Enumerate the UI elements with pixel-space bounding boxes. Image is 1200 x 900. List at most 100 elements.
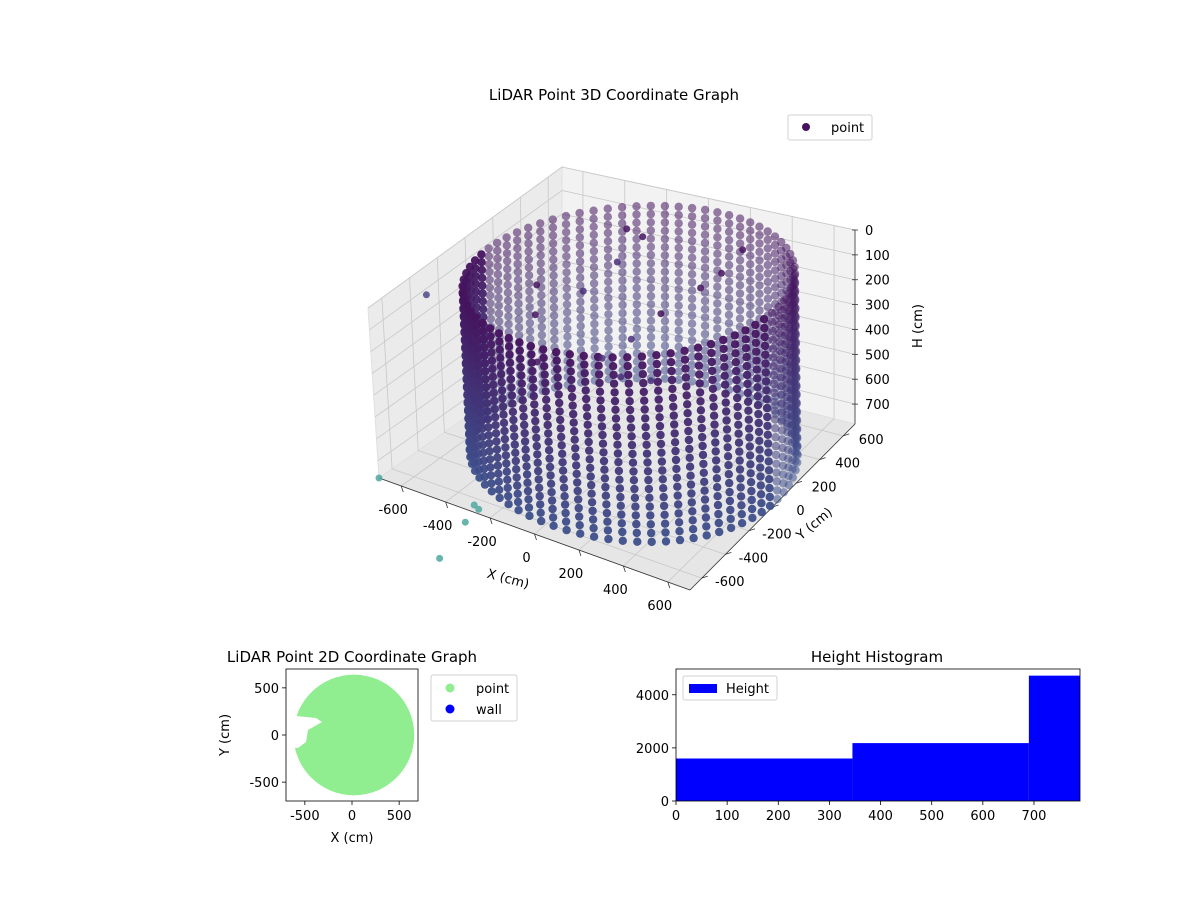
cylinder-point [561, 211, 571, 221]
cylinder-point [629, 467, 638, 476]
cylinder-point [744, 406, 753, 415]
cylinder-point [524, 271, 534, 280]
cylinder-point [495, 485, 504, 494]
cylinder-point [536, 227, 545, 236]
cylinder-point [459, 275, 468, 284]
cylinder-point [611, 405, 620, 414]
cylinder-point [585, 446, 594, 455]
cylinder-point [748, 513, 757, 523]
cylinder-point [546, 471, 555, 480]
cylinder-point [617, 519, 626, 528]
cylinder-point [505, 350, 514, 359]
cylinder-point [713, 291, 722, 300]
extra-point [579, 287, 587, 295]
cylinder-point [769, 362, 778, 371]
cylinder-point [563, 316, 572, 325]
cylinder-point [590, 319, 599, 329]
cylinder-point [536, 500, 545, 509]
cylinder-point [494, 469, 503, 478]
cylinder-point [550, 335, 559, 344]
cylinder-point [494, 477, 503, 486]
cylinder-point [492, 437, 501, 446]
cylinder-point [597, 413, 606, 422]
cylinder-point [767, 308, 777, 318]
cylinder-point [720, 380, 730, 389]
histogram-legend-label: Height [726, 682, 769, 697]
extra-point [422, 291, 430, 299]
cylinder-point [746, 260, 755, 269]
cylinder-point [711, 456, 721, 465]
cylinder-point [550, 319, 559, 328]
cylinder-point [618, 309, 627, 318]
cylinder-point [541, 387, 550, 396]
cylinder-point [700, 222, 710, 231]
cylinder-point [667, 366, 676, 376]
cylinder-point [719, 353, 729, 363]
cylinder-point [755, 454, 765, 463]
cylinder-point [671, 455, 681, 465]
cylinder-point [556, 424, 565, 433]
cylinder-point [646, 201, 655, 211]
cylinder-point [646, 226, 655, 235]
cylinder-point [519, 412, 528, 421]
cylinder-point [522, 462, 531, 471]
cylinder-point [745, 442, 754, 451]
cylinder-point [595, 387, 605, 396]
cylinder-point [478, 440, 488, 449]
cylinder-point [569, 409, 578, 419]
cylinder-point [471, 313, 481, 322]
cylinder-point [724, 211, 734, 220]
cylinder-point [657, 457, 667, 466]
cylinder-point [524, 263, 534, 272]
cylinder-point [746, 310, 755, 319]
cylinder-point [478, 289, 487, 298]
cylinder-point [775, 346, 785, 356]
cylinder-point [742, 352, 751, 362]
cylinder-point [513, 267, 522, 277]
cylinder-point [508, 407, 518, 417]
cylinder-point [618, 536, 627, 545]
cylinder-point [746, 285, 755, 294]
cylinder-point [790, 262, 799, 272]
histogram-bar [1028, 675, 1080, 801]
cylinder-point [485, 447, 494, 456]
cylinder-point [708, 384, 718, 393]
cylinder-point [495, 337, 504, 346]
cylinder-point [660, 374, 670, 383]
cylinder-point [503, 272, 512, 282]
cylinder-point [558, 466, 568, 475]
cylinder-point [735, 214, 745, 223]
cylinder-point [752, 356, 761, 365]
extra-point [718, 269, 725, 277]
cylinder-point [477, 258, 486, 267]
cylinder-point [688, 525, 698, 534]
cylinder-point [557, 441, 566, 450]
cylinder-point [575, 257, 585, 266]
cylinder-point [687, 369, 697, 378]
x-tick-label: -400 [423, 519, 453, 534]
cylinder-point [599, 448, 608, 457]
cylinder-point [502, 459, 511, 468]
cylinder-point [763, 227, 772, 236]
cylinder-point [641, 423, 650, 432]
cylinder-point [655, 413, 664, 422]
cylinder-point [517, 379, 526, 388]
cylinder-point [562, 244, 571, 253]
cylinder-point [713, 340, 722, 350]
cylinder-point [731, 349, 740, 358]
cylinder-point [504, 320, 513, 329]
z-tick-label: 300 [865, 299, 890, 314]
cylinder-point [562, 284, 571, 293]
cylinder-point [497, 378, 506, 387]
cylinder-point [562, 308, 572, 317]
cylinder-point [700, 263, 710, 273]
cylinder-point [503, 280, 512, 289]
cylinder-point [659, 484, 668, 493]
extra-point [647, 377, 655, 385]
cylinder-point [725, 496, 735, 506]
cylinder-point [553, 364, 562, 374]
cylinder-point [734, 420, 743, 429]
cylinder-point [700, 230, 710, 239]
grid-y-line [381, 297, 702, 579]
cylinder-point [769, 371, 778, 380]
